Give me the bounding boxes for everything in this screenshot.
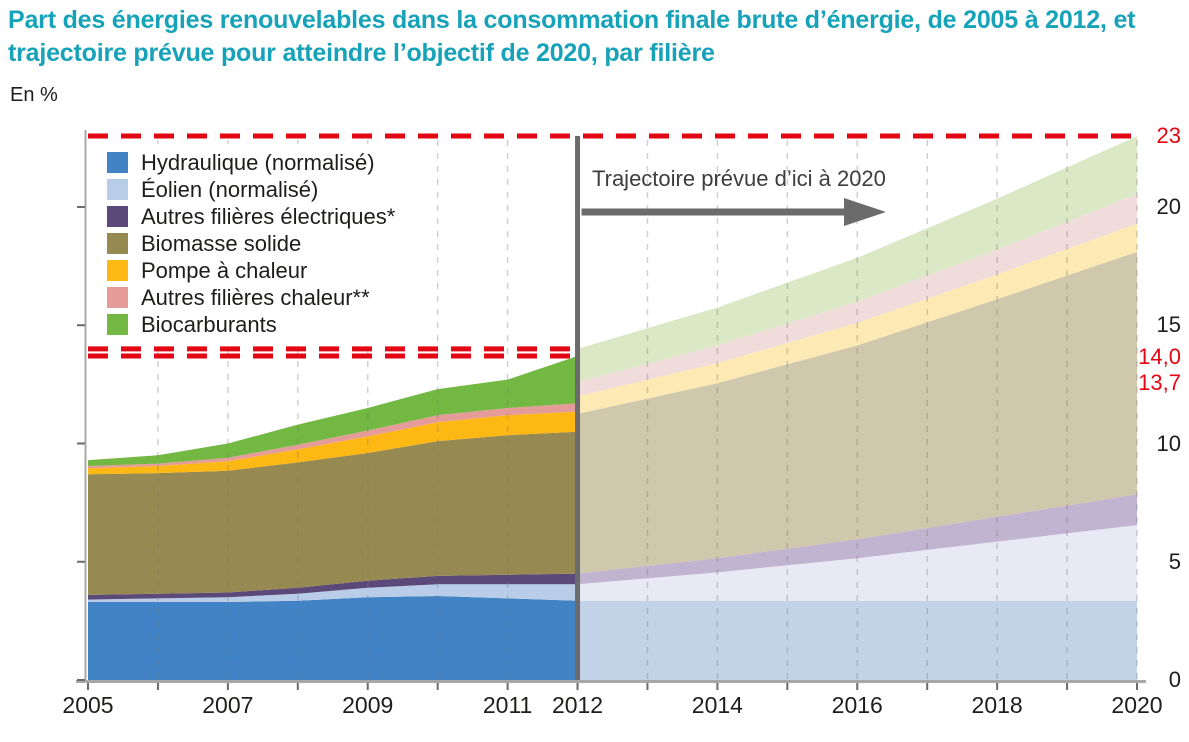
legend-label: Éolien (normalisé) [141,176,319,202]
x-tick-label: 2005 [62,692,114,718]
area-actual [88,403,578,469]
area-forecast [577,525,1137,601]
area-actual [88,573,578,600]
legend-item: Autres filières électriques* [107,203,395,230]
y-tick-label: 0 [1168,667,1181,692]
legend-label: Hydraulique (normalisé) [141,149,375,175]
legend-swatch [107,206,128,227]
area-actual [88,584,578,602]
legend-swatch [107,152,128,173]
legend-label: Biomasse solide [141,230,302,256]
area-forecast [577,223,1137,414]
legend-swatch [107,179,128,200]
y-tick-label: 23 [1156,123,1181,149]
x-tick-label: 2014 [691,692,743,718]
legend-item: Biocarburants [107,311,395,338]
x-tick-label: 2016 [831,692,883,718]
legend-item: Biomasse solide [107,230,395,257]
x-tick-label: 2020 [1111,692,1163,718]
chart-title: Part des énergies renouvelables dans la … [8,6,1136,67]
y-tick-label: 5 [1168,548,1181,574]
trajectory-arrow-head [844,198,886,226]
y-tick-label: 20 [1156,194,1181,219]
x-tick-label: 2012 [551,692,604,718]
legend-label: Biocarburants [141,311,277,337]
x-tick-label: 2011 [482,692,533,718]
y-tick-label: 13,7 [1138,369,1181,395]
legend-item: Pompe à chaleur [107,257,395,284]
legend: Hydraulique (normalisé) Éolien (normalisé… [99,144,410,343]
legend-label: Pompe à chaleur [141,257,308,283]
legend-swatch [107,287,128,308]
area-forecast [577,194,1137,397]
legend-swatch [107,314,128,335]
unit-label: En % [10,84,58,106]
area-actual [88,411,578,475]
area-forecast [577,136,1137,382]
legend-item: Hydraulique (normalisé) [107,149,395,176]
y-tick-label: 14,0 [1138,343,1181,369]
legend-label: Autres filières électriques* [141,203,396,229]
x-tick-label: 2018 [971,692,1023,718]
area-forecast [577,494,1137,585]
trajectory-annotation: Trajectoire prévue d’ici à 2020 [592,166,886,191]
x-tick-label: 2009 [342,692,394,718]
x-tick-label: 2007 [202,692,254,718]
area-forecast [577,600,1137,680]
legend-label: Autres filières chaleur** [141,284,370,310]
y-tick-label: 15 [1156,312,1181,338]
area-actual [88,596,578,680]
legend-item: Autres filières chaleur** [107,284,395,311]
legend-swatch [107,233,128,254]
legend-item: Éolien (normalisé) [107,176,395,203]
area-actual [88,431,578,595]
area-forecast [577,251,1137,574]
legend-swatch [107,260,128,281]
y-tick-label: 10 [1156,430,1181,456]
